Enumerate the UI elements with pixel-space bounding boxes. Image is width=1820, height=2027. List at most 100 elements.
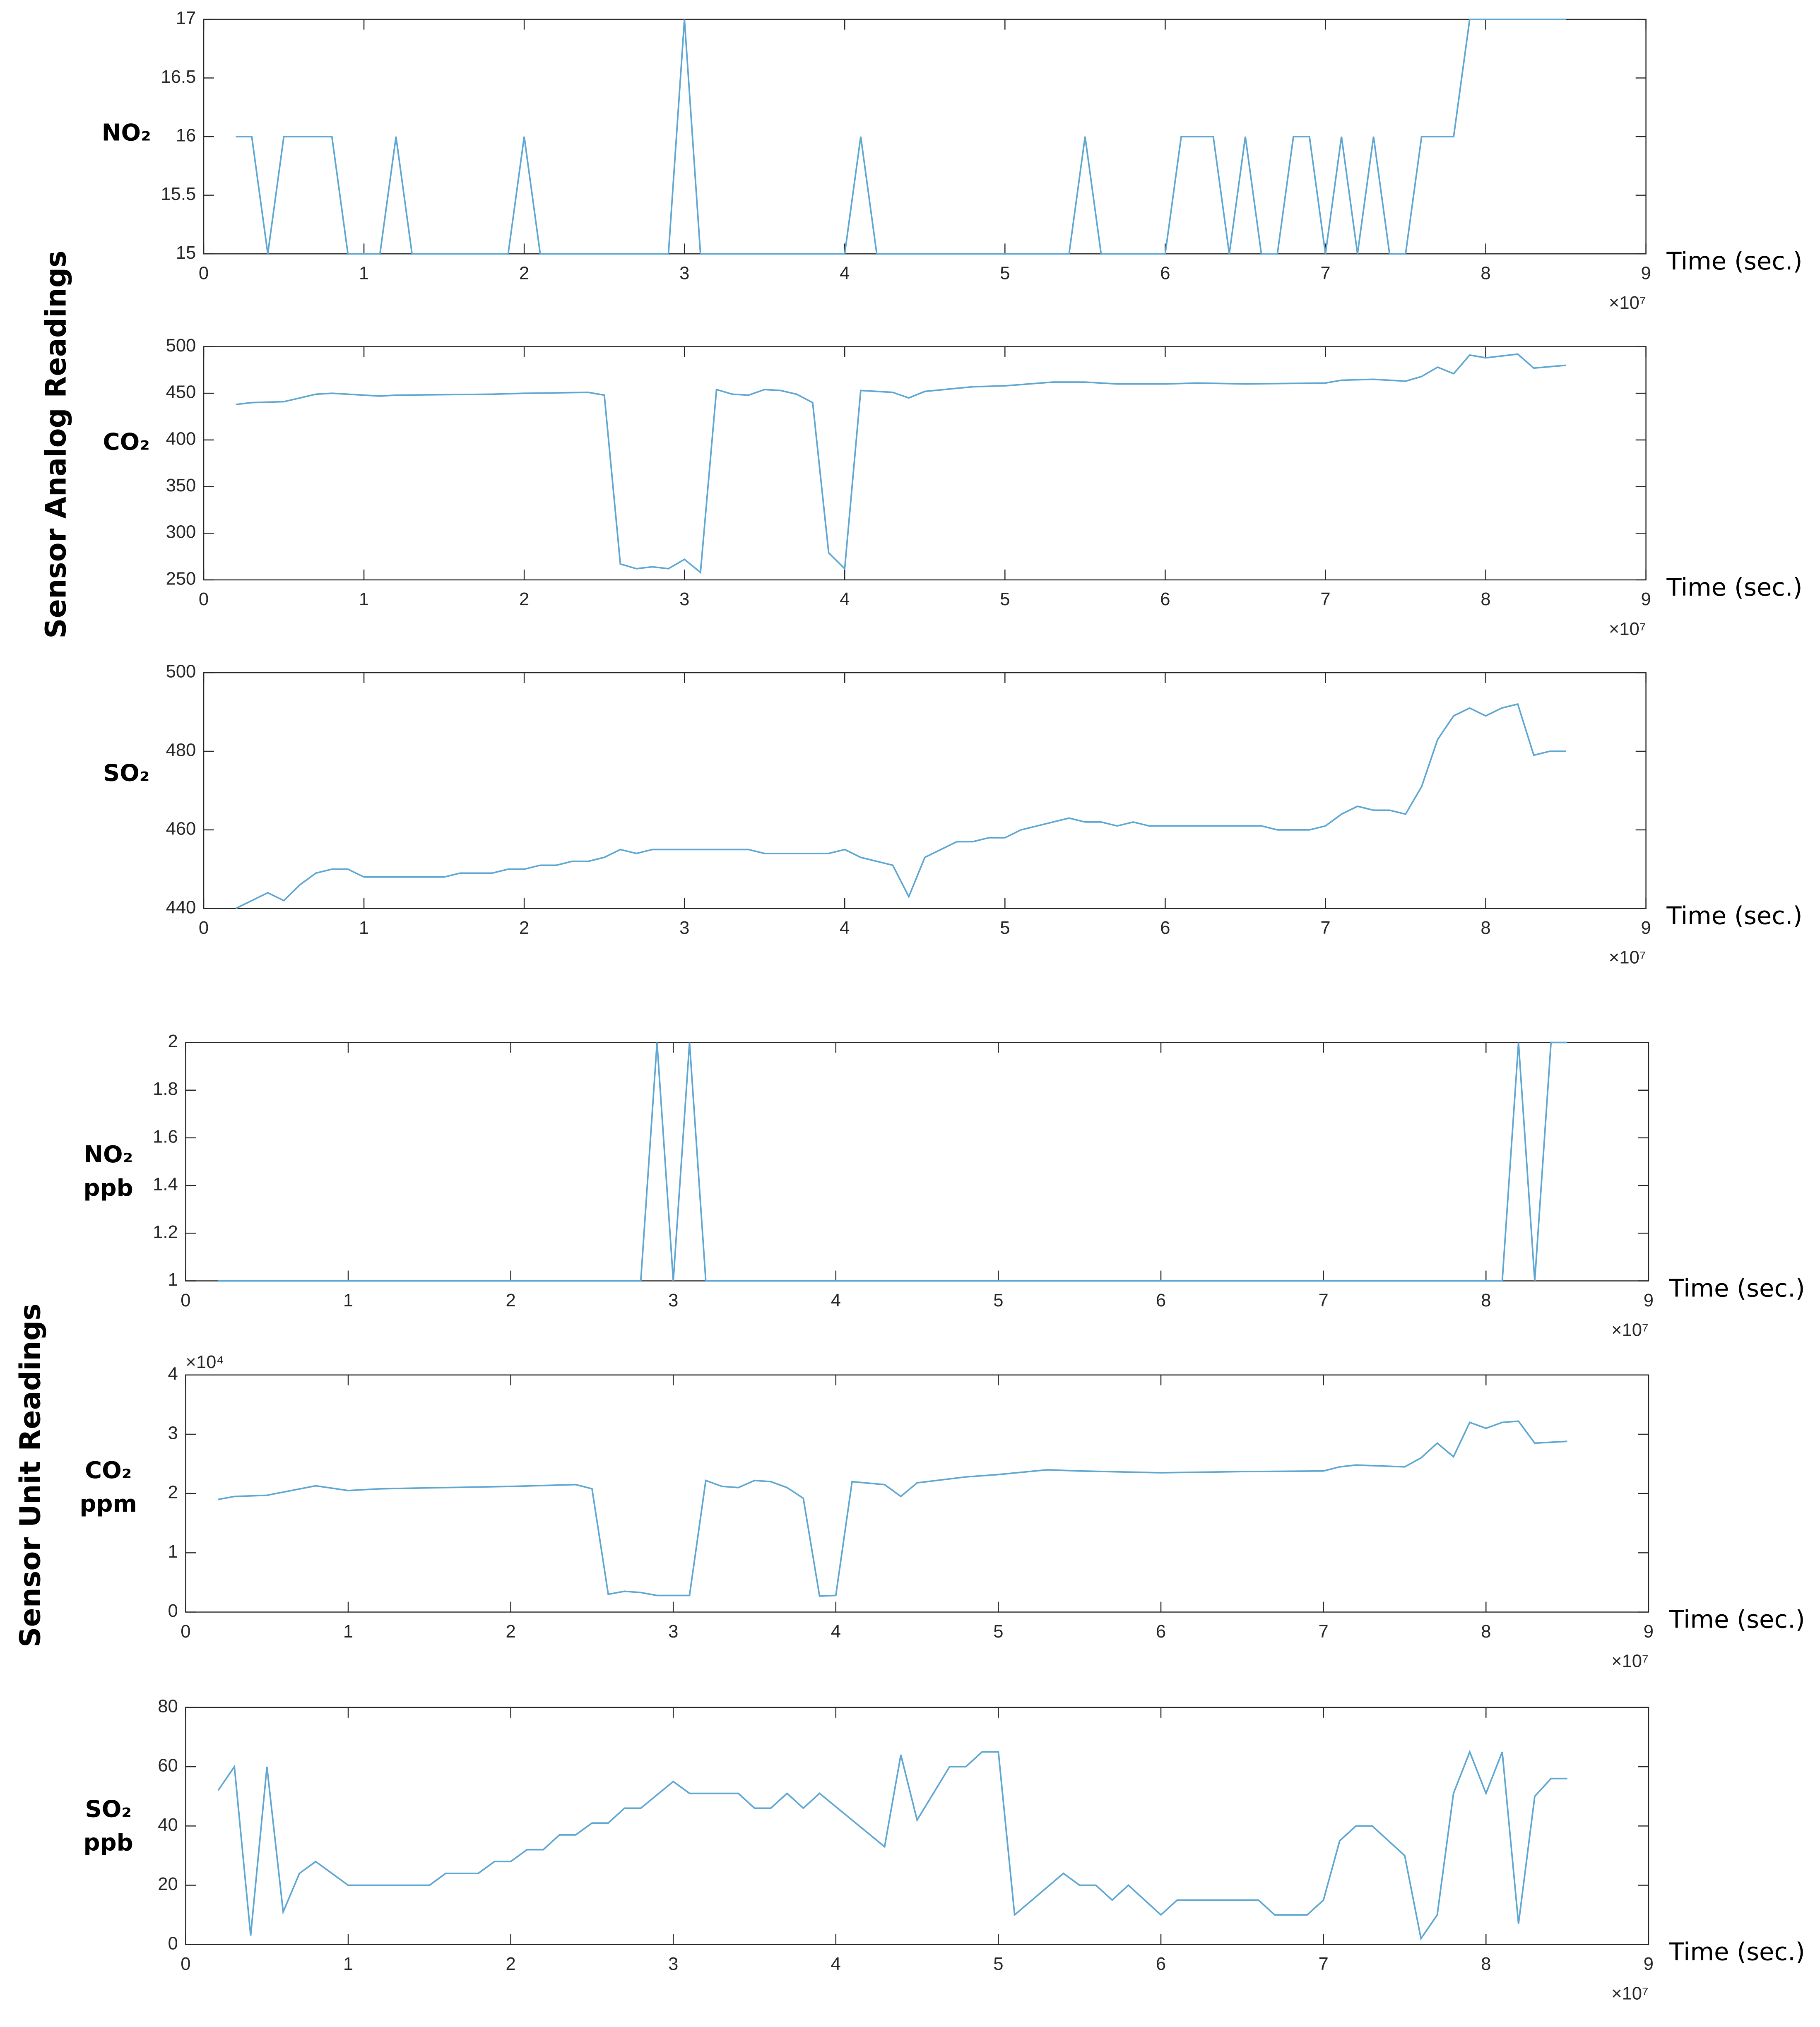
x-tick-label: 8 [1481, 918, 1490, 938]
y-axis-label: SO₂ [85, 1796, 131, 1823]
x-tick-label: 9 [1644, 1954, 1654, 1974]
x-tick-label: 0 [199, 918, 209, 938]
x-tick-label: 9 [1641, 918, 1651, 938]
x-tick-label: 6 [1156, 1622, 1166, 1642]
y-tick-label: 450 [166, 382, 196, 402]
data-line [218, 1041, 1567, 1282]
y-tick-label: 440 [166, 897, 196, 917]
x-tick-label: 2 [519, 589, 529, 609]
plot-area [185, 1374, 1649, 1613]
y-axis-label: NO₂ [102, 119, 151, 146]
x-tick-label: 2 [519, 918, 529, 938]
x-tick-label: 4 [840, 264, 850, 284]
panel-label: Sensor Unit Readings [14, 1303, 47, 1647]
y-tick-label: 1.8 [153, 1079, 178, 1099]
x-tick-label: 3 [679, 918, 689, 938]
x-tick-label: 6 [1160, 264, 1170, 284]
x-tick-label: 5 [1000, 589, 1010, 609]
x-tick-label: 1 [359, 918, 369, 938]
x-tick-label: 7 [1320, 918, 1330, 938]
x-tick-label: 7 [1319, 1622, 1329, 1642]
y-axis-label: CO₂ [103, 429, 150, 456]
x-tick-label: 6 [1160, 918, 1170, 938]
x-multiplier: ×10⁷ [1611, 1651, 1649, 1671]
x-tick-label: 2 [506, 1954, 515, 1974]
y-tick-label: 500 [166, 662, 196, 682]
x-tick-label: 9 [1644, 1291, 1654, 1310]
plot-area [185, 1042, 1649, 1282]
x-tick-label: 2 [519, 264, 529, 284]
y-tick-label: 80 [158, 1696, 178, 1716]
x-multiplier: ×10⁷ [1611, 1984, 1649, 2004]
y-tick-label: 500 [166, 336, 196, 356]
x-axis-label: Time (sec.) [1666, 902, 1802, 930]
x-axis-label: Time (sec.) [1669, 1605, 1805, 1633]
y-tick-label: 60 [158, 1756, 178, 1776]
x-tick-label: 9 [1644, 1622, 1654, 1642]
y-tick-label: 2 [168, 1483, 178, 1503]
x-tick-label: 9 [1641, 589, 1651, 609]
x-tick-label: 3 [679, 589, 689, 609]
y-axis-label: SO₂ [103, 760, 150, 787]
y-tick-label: 300 [166, 522, 196, 542]
data-line [217, 1750, 1567, 1941]
y-tick-label: 1 [168, 1542, 178, 1562]
x-tick-label: 8 [1481, 1291, 1491, 1310]
x-tick-label: 7 [1319, 1291, 1329, 1310]
x-tick-label: 1 [343, 1954, 353, 1974]
x-tick-label: 5 [1000, 918, 1010, 938]
plot-area [203, 672, 1647, 909]
y-multiplier: ×10⁴ [185, 1352, 224, 1372]
y-tick-label: 4 [168, 1364, 178, 1384]
x-tick-label: 6 [1156, 1291, 1166, 1310]
x-tick-label: 3 [679, 264, 689, 284]
y-tick-label: 15 [176, 243, 196, 263]
y-tick-label: 0 [168, 1601, 178, 1621]
y-tick-label: 400 [166, 429, 196, 449]
x-tick-label: 6 [1160, 589, 1170, 609]
y-tick-label: 250 [166, 569, 196, 589]
y-axis-label: ppb [83, 1830, 133, 1856]
x-tick-label: 1 [343, 1622, 353, 1642]
y-axis-label: ppb [83, 1175, 133, 1202]
y-tick-label: 17 [176, 8, 196, 28]
x-tick-label: 7 [1319, 1954, 1329, 1974]
plot-area [203, 346, 1647, 581]
x-tick-label: 3 [668, 1291, 678, 1310]
x-tick-label: 7 [1320, 589, 1330, 609]
x-tick-label: 2 [506, 1622, 515, 1642]
y-tick-label: 3 [168, 1423, 178, 1443]
y-axis-label: ppm [79, 1491, 137, 1517]
x-tick-label: 4 [831, 1954, 841, 1974]
y-tick-label: 20 [158, 1874, 178, 1894]
y-tick-label: 15.5 [161, 184, 196, 204]
panel-label: Sensor Analog Readings [40, 250, 73, 639]
y-tick-label: 480 [166, 740, 196, 760]
x-tick-label: 9 [1641, 264, 1651, 284]
y-tick-label: 16 [176, 126, 196, 146]
y-axis-label: CO₂ [85, 1457, 132, 1484]
y-tick-label: 1 [168, 1270, 178, 1290]
y-axis-label: NO₂ [84, 1141, 133, 1168]
x-tick-label: 2 [506, 1291, 515, 1310]
y-tick-label: 1.6 [153, 1127, 178, 1147]
y-tick-label: 0 [168, 1933, 178, 1953]
data-line [218, 1420, 1567, 1597]
x-axis-label: Time (sec.) [1666, 573, 1802, 601]
x-multiplier: ×10⁷ [1609, 948, 1646, 968]
subplot: 0 1 2 3 4 5 6 7 8 9 440 460 480 500 SO₂ Time (sec.) ×10⁷ [103, 662, 1803, 968]
x-tick-label: 0 [181, 1622, 190, 1642]
x-axis-label: Time (sec.) [1666, 247, 1802, 275]
x-tick-label: 0 [181, 1954, 190, 1974]
x-tick-label: 3 [668, 1954, 678, 1974]
x-tick-label: 4 [831, 1622, 841, 1642]
x-tick-label: 8 [1481, 264, 1490, 284]
plot-area [203, 19, 1647, 255]
x-axis-label: Time (sec.) [1669, 1274, 1805, 1302]
x-multiplier: ×10⁷ [1609, 619, 1646, 639]
x-tick-label: 6 [1156, 1954, 1166, 1974]
x-tick-label: 5 [993, 1622, 1003, 1642]
